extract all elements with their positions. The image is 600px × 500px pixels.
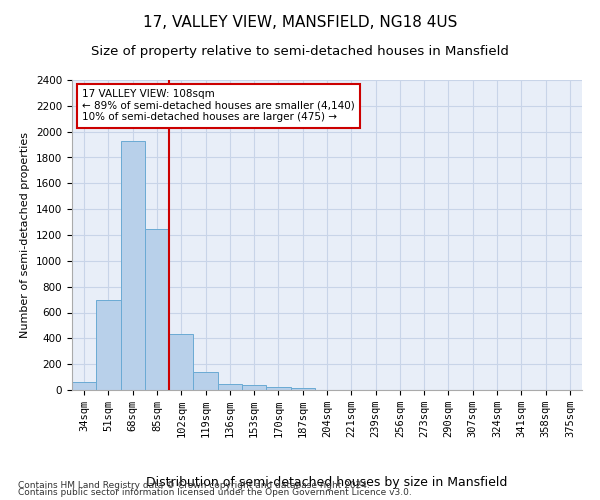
Text: Size of property relative to semi-detached houses in Mansfield: Size of property relative to semi-detach… (91, 45, 509, 58)
Text: Contains HM Land Registry data © Crown copyright and database right 2024.: Contains HM Land Registry data © Crown c… (18, 480, 370, 490)
Bar (145, 228, 169, 390)
Bar (266, 387, 290, 390)
Bar (169, 334, 193, 390)
Text: 17 VALLEY VIEW: 108sqm
← 89% of semi-detached houses are smaller (4,140)
10% of : 17 VALLEY VIEW: 108sqm ← 89% of semi-det… (82, 90, 355, 122)
X-axis label: Distribution of semi-detached houses by size in Mansfield: Distribution of semi-detached houses by … (146, 476, 508, 489)
Bar (218, 384, 242, 390)
Text: 17, VALLEY VIEW, MANSFIELD, NG18 4US: 17, VALLEY VIEW, MANSFIELD, NG18 4US (143, 15, 457, 30)
Text: Contains public sector information licensed under the Open Government Licence v3: Contains public sector information licen… (18, 488, 412, 497)
Bar (193, 372, 218, 390)
Bar (242, 385, 266, 390)
Bar (290, 388, 315, 390)
Y-axis label: Number of semi-detached properties: Number of semi-detached properties (20, 132, 31, 338)
Bar (96, 300, 121, 390)
Bar (72, 382, 96, 390)
Bar (121, 140, 145, 390)
